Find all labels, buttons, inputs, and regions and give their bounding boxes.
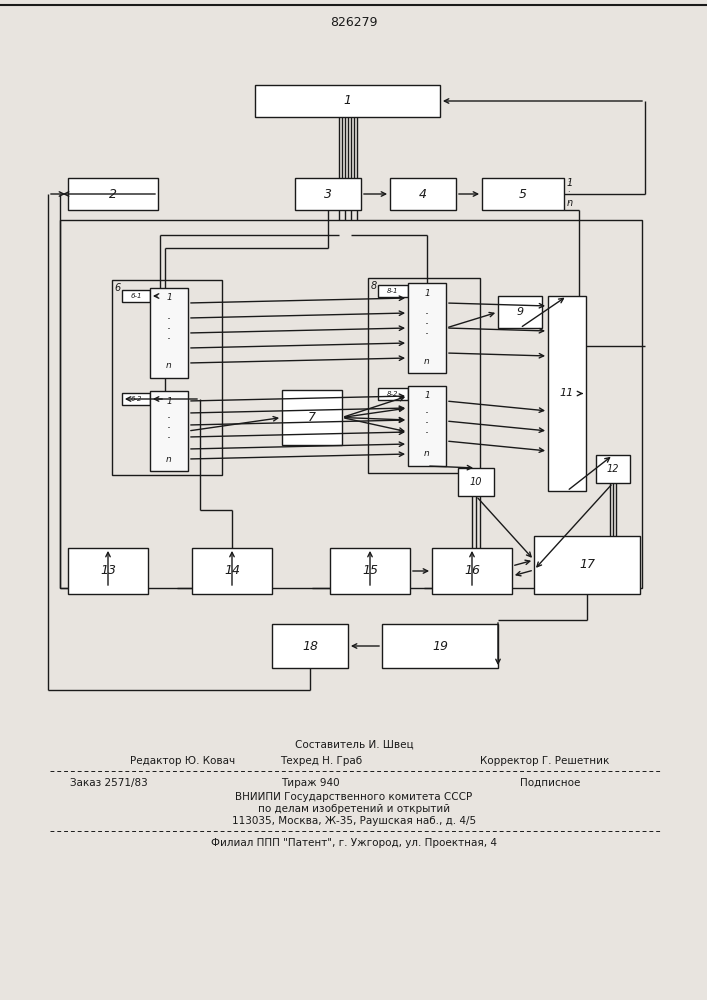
Text: 10: 10: [469, 477, 482, 487]
Text: ·: ·: [425, 428, 429, 440]
Text: 19: 19: [432, 640, 448, 652]
Bar: [378, 285, 408, 297]
Text: 1: 1: [166, 294, 172, 302]
Bar: [330, 548, 410, 594]
Text: 13: 13: [100, 564, 116, 578]
Text: Заказ 2571/83: Заказ 2571/83: [70, 778, 148, 788]
Text: ·
·
·: · · ·: [567, 178, 570, 208]
Bar: [482, 178, 564, 210]
Text: ·: ·: [167, 412, 171, 426]
Text: 14: 14: [224, 564, 240, 578]
Text: n: n: [424, 357, 430, 365]
Bar: [596, 455, 630, 483]
Bar: [68, 548, 148, 594]
Text: 4: 4: [419, 188, 427, 200]
Bar: [255, 85, 440, 117]
Text: 1: 1: [424, 391, 430, 400]
Text: Тираж 940: Тираж 940: [281, 778, 339, 788]
Text: 1: 1: [567, 178, 573, 188]
Text: 5: 5: [519, 188, 527, 200]
Text: Подписное: Подписное: [520, 778, 580, 788]
Text: 1: 1: [166, 396, 172, 406]
Text: 11: 11: [560, 388, 574, 398]
Text: 113035, Москва, Ж-35, Раушская наб., д. 4/5: 113035, Москва, Ж-35, Раушская наб., д. …: [232, 816, 476, 826]
Text: по делам изобретений и открытий: по делам изобретений и открытий: [258, 804, 450, 814]
Bar: [150, 288, 188, 378]
Bar: [68, 178, 158, 210]
Text: Редактор Ю. Ковач: Редактор Ю. Ковач: [130, 756, 235, 766]
Text: ·: ·: [425, 408, 429, 420]
Text: ·: ·: [167, 432, 171, 446]
Text: 1: 1: [344, 95, 351, 107]
Text: 8-1: 8-1: [387, 288, 399, 294]
Text: ·: ·: [425, 318, 429, 332]
Text: ·: ·: [167, 314, 171, 326]
Text: ВНИИПИ Государственного комитета СССР: ВНИИПИ Государственного комитета СССР: [235, 792, 472, 802]
Text: 16: 16: [464, 564, 480, 578]
Bar: [122, 393, 150, 405]
Bar: [382, 624, 498, 668]
Bar: [150, 391, 188, 471]
Bar: [378, 388, 408, 400]
Bar: [122, 290, 150, 302]
Bar: [408, 386, 446, 466]
Text: n: n: [166, 361, 172, 370]
Text: Техред Н. Граб: Техред Н. Граб: [280, 756, 362, 766]
Text: 3: 3: [324, 188, 332, 200]
Bar: [112, 280, 222, 475]
Text: n: n: [567, 198, 573, 208]
Bar: [458, 468, 494, 496]
Bar: [498, 296, 542, 328]
Bar: [548, 296, 586, 491]
Bar: [60, 220, 642, 588]
Text: 12: 12: [607, 464, 619, 474]
Text: Составитель И. Швец: Составитель И. Швец: [295, 740, 414, 750]
Text: n: n: [166, 454, 172, 464]
Text: 15: 15: [362, 564, 378, 578]
Text: 17: 17: [579, 558, 595, 572]
Text: 1: 1: [424, 288, 430, 298]
Text: ·: ·: [167, 422, 171, 436]
Text: ·: ·: [425, 418, 429, 430]
Text: 2: 2: [109, 188, 117, 200]
Text: 18: 18: [302, 640, 318, 652]
Text: 8-2: 8-2: [387, 391, 399, 397]
Text: ·: ·: [425, 328, 429, 342]
Text: 6: 6: [115, 283, 121, 293]
Bar: [192, 548, 272, 594]
Bar: [368, 278, 480, 473]
Bar: [432, 548, 512, 594]
Bar: [408, 283, 446, 373]
Bar: [282, 390, 342, 445]
Bar: [295, 178, 361, 210]
Bar: [272, 624, 348, 668]
Text: ·: ·: [167, 334, 171, 347]
Text: n: n: [424, 450, 430, 458]
Bar: [534, 536, 640, 594]
Text: Корректор Г. Решетник: Корректор Г. Решетник: [480, 756, 609, 766]
Text: 9: 9: [516, 307, 524, 317]
Text: 6-2: 6-2: [130, 396, 141, 402]
Text: ·: ·: [425, 308, 429, 322]
Text: 6-1: 6-1: [130, 293, 141, 299]
Text: 826279: 826279: [330, 15, 378, 28]
Text: 8: 8: [371, 281, 377, 291]
Text: Филиал ППП "Патент", г. Ужгород, ул. Проектная, 4: Филиал ППП "Патент", г. Ужгород, ул. Про…: [211, 838, 497, 848]
Bar: [390, 178, 456, 210]
Text: 7: 7: [308, 411, 316, 424]
Text: ·: ·: [167, 324, 171, 336]
